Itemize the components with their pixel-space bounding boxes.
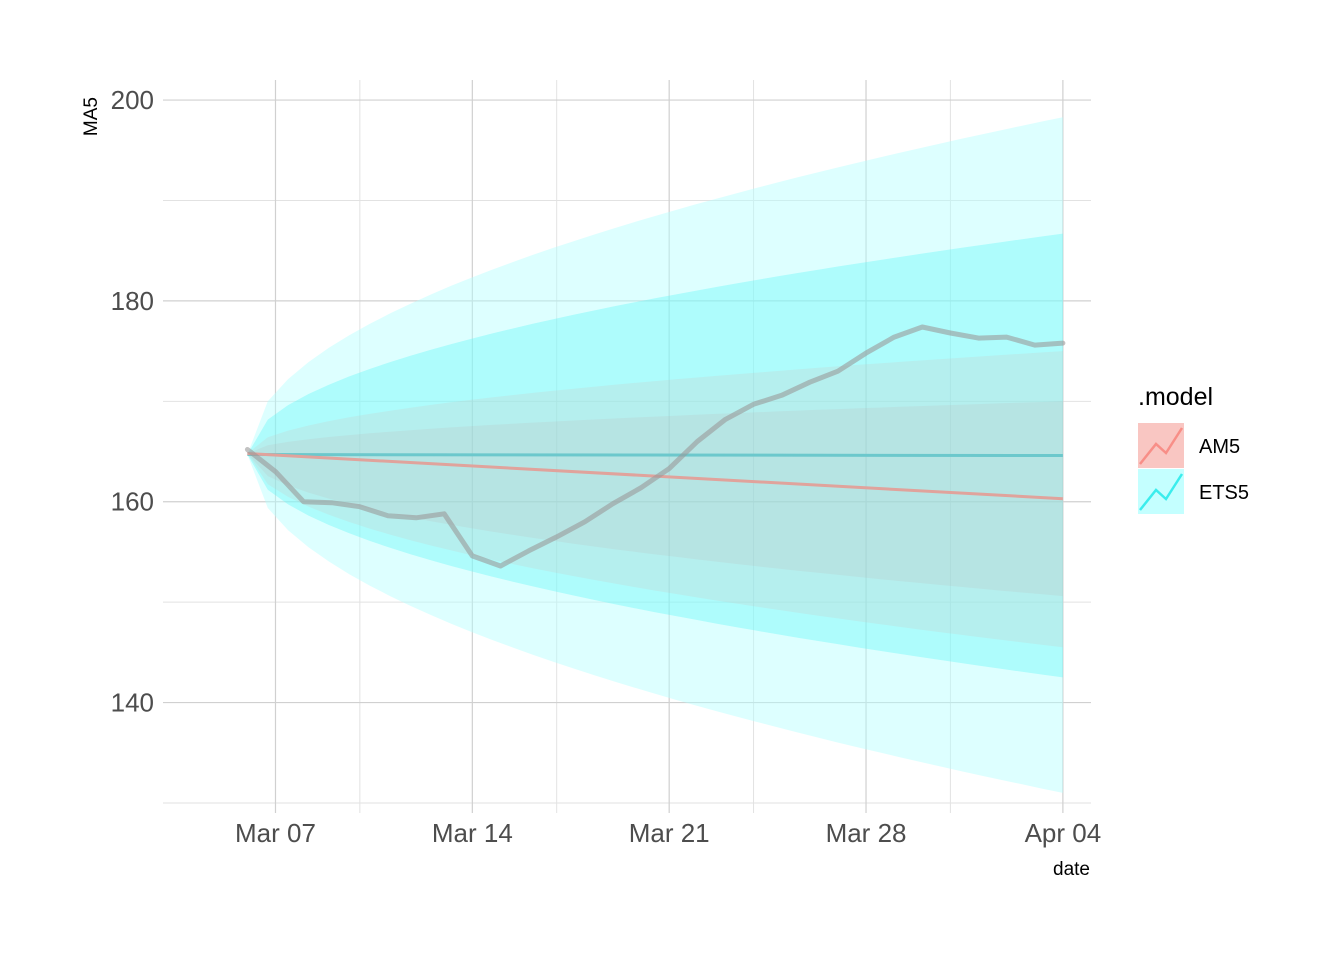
y-tick-label: 160 [111, 487, 154, 517]
x-axis-title: date [1053, 859, 1090, 880]
actual-series-line [244, 324, 1066, 569]
x-tick-label: Mar 28 [826, 818, 907, 848]
y-tick-label: 200 [111, 85, 154, 115]
series-lines [244, 324, 1066, 569]
legend-label: AM5 [1199, 436, 1240, 458]
y-axis-title: MA5 [81, 97, 102, 136]
x-tick-label: Mar 14 [432, 818, 513, 848]
y-tick-label: 140 [111, 688, 154, 718]
x-tick-label: Mar 07 [235, 818, 316, 848]
legend-title: .model [1138, 383, 1213, 411]
y-tick-label: 180 [111, 286, 154, 316]
legend-label: ETS5 [1199, 482, 1249, 504]
x-tick-label: Mar 21 [629, 818, 710, 848]
tick-labels: 140 160 180 200 Mar 07 Mar 14 Mar 21 Mar 28 Apr … [111, 85, 1102, 848]
legend-entry-am5: AM5 [1138, 423, 1240, 468]
forecast-intervals [247, 117, 1063, 793]
ets5-forecast-mean [247, 453, 1063, 458]
am5-interval-80 [247, 401, 1063, 597]
legend-key-line [1139, 427, 1184, 465]
x-tick-label: Apr 04 [1025, 818, 1102, 848]
legend: .model AM5 ETS5 [1138, 383, 1249, 514]
legend-entry-ets5: ETS5 [1138, 469, 1249, 514]
legend-key-line [1139, 473, 1184, 511]
legend-key [1138, 423, 1184, 468]
legend-key [1138, 469, 1184, 514]
am5-interval-95 [247, 351, 1063, 648]
grid-lines [163, 80, 1091, 813]
